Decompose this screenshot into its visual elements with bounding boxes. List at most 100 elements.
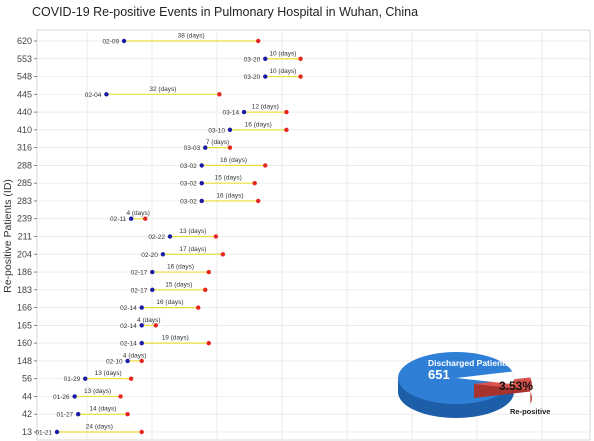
patient-row: 211 02-22 13 (days) (18, 228, 590, 242)
discharge-point (263, 56, 268, 61)
discharge-point (150, 287, 155, 293)
days-label: 19 (days) (162, 335, 189, 342)
y-tick-label: 288 (17, 160, 32, 170)
patient-row: 288 03-02 18 (days) (17, 157, 590, 170)
pie-value-repositive: 3.53% (499, 379, 533, 393)
repositive-point (139, 429, 144, 435)
discharge-date-label: 01-26 (53, 394, 70, 401)
discharge-point (54, 429, 60, 435)
repositive-point (196, 305, 201, 310)
repositive-point (125, 412, 130, 417)
discharge-point (121, 38, 127, 44)
pie-cutout (456, 371, 514, 385)
days-label: 4 (days) (126, 210, 149, 217)
days-label: 24 (days) (86, 424, 113, 431)
y-tick-label: 160 (17, 338, 32, 348)
repositive-point (153, 323, 159, 328)
patient-row: 239 02-114 (days) (17, 210, 590, 224)
repositive-point (227, 145, 233, 150)
y-tick-label: 165 (17, 320, 32, 330)
discharge-point (125, 358, 130, 364)
days-label: 16 (days) (156, 299, 183, 306)
patient-row: 410 03-10 16 (days) (17, 121, 590, 135)
y-tick-label: 204 (17, 249, 32, 259)
discharge-date-label: 02-17 (131, 287, 148, 294)
discharge-date-label: 03-02 (180, 181, 197, 188)
repositive-point (206, 340, 211, 346)
days-label: 14 (days) (89, 406, 116, 413)
discharge-date-label: 03-03 (184, 145, 201, 152)
y-tick-label: 553 (17, 54, 32, 64)
discharge-date-label: 02-10 (106, 358, 123, 365)
discharge-date-label: 01-27 (57, 412, 74, 419)
discharge-point (139, 323, 144, 328)
patient-row: 553 03-20 10 (days) (17, 50, 590, 64)
repositive-point (256, 38, 261, 44)
y-tick-label: 283 (17, 196, 32, 206)
y-tick-label: 183 (17, 285, 32, 295)
patient-row: 204 02-20 17 (days) (17, 246, 590, 259)
discharge-date-label: 02-22 (148, 234, 165, 241)
discharge-date-label: 01-29 (64, 376, 81, 383)
repositive-point (252, 180, 257, 186)
discharge-date-label: 03-02 (180, 163, 197, 170)
days-label: 13 (days) (95, 370, 122, 377)
discharge-point (199, 198, 204, 204)
patient-row: 285 03-02 15 (days) (17, 175, 590, 188)
days-label: 13 (days) (84, 388, 111, 395)
discharge-date-label: 02-14 (120, 341, 137, 348)
patient-row: 445 02-04 32 (days) (17, 86, 590, 99)
days-label: 32 (days) (149, 86, 176, 93)
days-label: 13 (days) (179, 228, 206, 235)
repositive-point (298, 74, 303, 79)
repositive-point (220, 252, 226, 257)
repositive-point (263, 163, 268, 168)
repositive-point (213, 234, 219, 239)
discharge-date-label: 01-21 (35, 430, 52, 437)
patient-row: 160 02-14 19 (days) (17, 335, 590, 348)
days-label: 10 (days) (269, 50, 296, 57)
discharge-point (104, 92, 109, 97)
days-label: 16 (days) (167, 264, 194, 271)
discharge-date-label: 02-20 (141, 252, 158, 259)
discharge-point (199, 180, 204, 186)
rows-layer: 620 02-09 38 (days) 553 03-20 10 (days) 548 03-… (17, 33, 590, 437)
y-tick-label: 42 (22, 409, 32, 419)
discharge-date-label: 02-14 (120, 323, 137, 330)
discharge-date-label: 03-14 (222, 110, 239, 117)
patient-row: 548 03-20 10 (days) (17, 68, 590, 82)
repositive-point (206, 269, 211, 275)
repositive-point (203, 287, 208, 293)
discharge-point (227, 127, 233, 133)
discharge-point (263, 74, 268, 79)
discharge-point (75, 412, 81, 417)
days-label: 18 (days) (220, 157, 247, 164)
pie-label-discharged: Discharged Patients (428, 358, 510, 368)
patient-row: 440 03-14 12 (days) (17, 104, 590, 117)
patient-row: 183 02-17 15 (days) (17, 281, 590, 295)
days-label: 12 (days) (252, 104, 279, 111)
patient-row: 166 02-14 16 (days) (17, 299, 590, 313)
days-label: 16 (days) (216, 192, 243, 199)
repositive-point (143, 216, 148, 221)
discharge-point (139, 340, 144, 346)
y-tick-label: 285 (17, 178, 32, 188)
y-tick-label: 445 (17, 89, 32, 99)
discharge-point (241, 109, 247, 115)
repositive-point (284, 127, 289, 133)
discharge-date-label: 02-11 (110, 216, 127, 223)
patient-row: 42 01-27 14 (days) (22, 406, 590, 419)
pie-label-repositive: Re-positive (510, 407, 550, 416)
y-tick-label: 548 (17, 72, 32, 82)
y-tick-label: 211 (18, 232, 32, 242)
y-tick-label: 44 (22, 391, 32, 401)
days-label: 10 (days) (269, 68, 296, 75)
repositive-point (298, 56, 303, 61)
patient-row: 283 03-02 16 (days) (17, 192, 590, 206)
days-label: 15 (days) (165, 281, 192, 288)
y-tick-label: 186 (17, 267, 32, 277)
y-tick-label: 620 (17, 36, 32, 46)
y-tick-label: 410 (17, 125, 32, 135)
discharge-date-label: 03-20 (244, 56, 261, 63)
